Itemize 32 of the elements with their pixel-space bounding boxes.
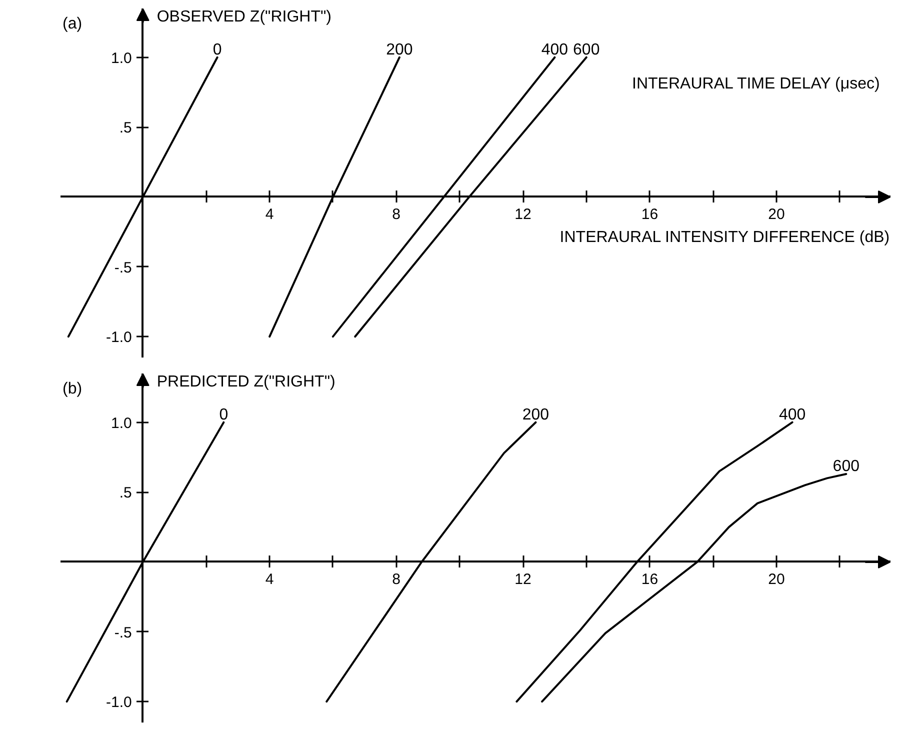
series-label: 600 [832, 458, 860, 476]
annotation: (b) [62, 380, 82, 398]
y-axis-title: PREDICTED Z("RIGHT") [156, 374, 336, 390]
x-tick-label: 12 [514, 206, 532, 223]
x-axis-title: INTERAURAL INTENSITY DIFFERENCE (dB) [560, 228, 890, 246]
annotation: (a) [62, 16, 82, 32]
y-tick-label: -1.0 [106, 694, 132, 712]
y-tick-label: -.5 [114, 624, 132, 642]
y-tick-label: 1.0 [111, 414, 132, 432]
series-label: 400 [541, 41, 568, 58]
x-tick-label: 20 [768, 206, 785, 223]
series-label: 0 [212, 41, 222, 58]
series-label: 600 [573, 41, 600, 58]
x-tick-label: 4 [265, 570, 274, 588]
y-tick-label: 1.0 [111, 50, 132, 67]
annotation: INTERAURAL TIME DELAY (μsec) [632, 75, 880, 92]
y-tick-label: .5 [119, 484, 132, 502]
x-tick-label: 8 [392, 570, 400, 588]
y-tick-label: .5 [119, 120, 132, 137]
series-label: 400 [778, 406, 806, 424]
y-tick-label: -.5 [114, 259, 132, 276]
y-axis-title: OBSERVED Z("RIGHT") [156, 8, 332, 26]
x-tick-label: 16 [641, 570, 658, 588]
x-tick-label: 16 [641, 206, 658, 223]
series-label: 0 [219, 406, 228, 424]
series-label: 200 [522, 406, 550, 424]
x-tick-label: 8 [392, 206, 400, 223]
x-tick-label: 4 [265, 206, 274, 223]
x-tick-label: 12 [514, 570, 532, 588]
series-label: 200 [386, 41, 413, 58]
x-tick-label: 20 [768, 570, 785, 588]
y-tick-label: -1.0 [106, 329, 132, 346]
